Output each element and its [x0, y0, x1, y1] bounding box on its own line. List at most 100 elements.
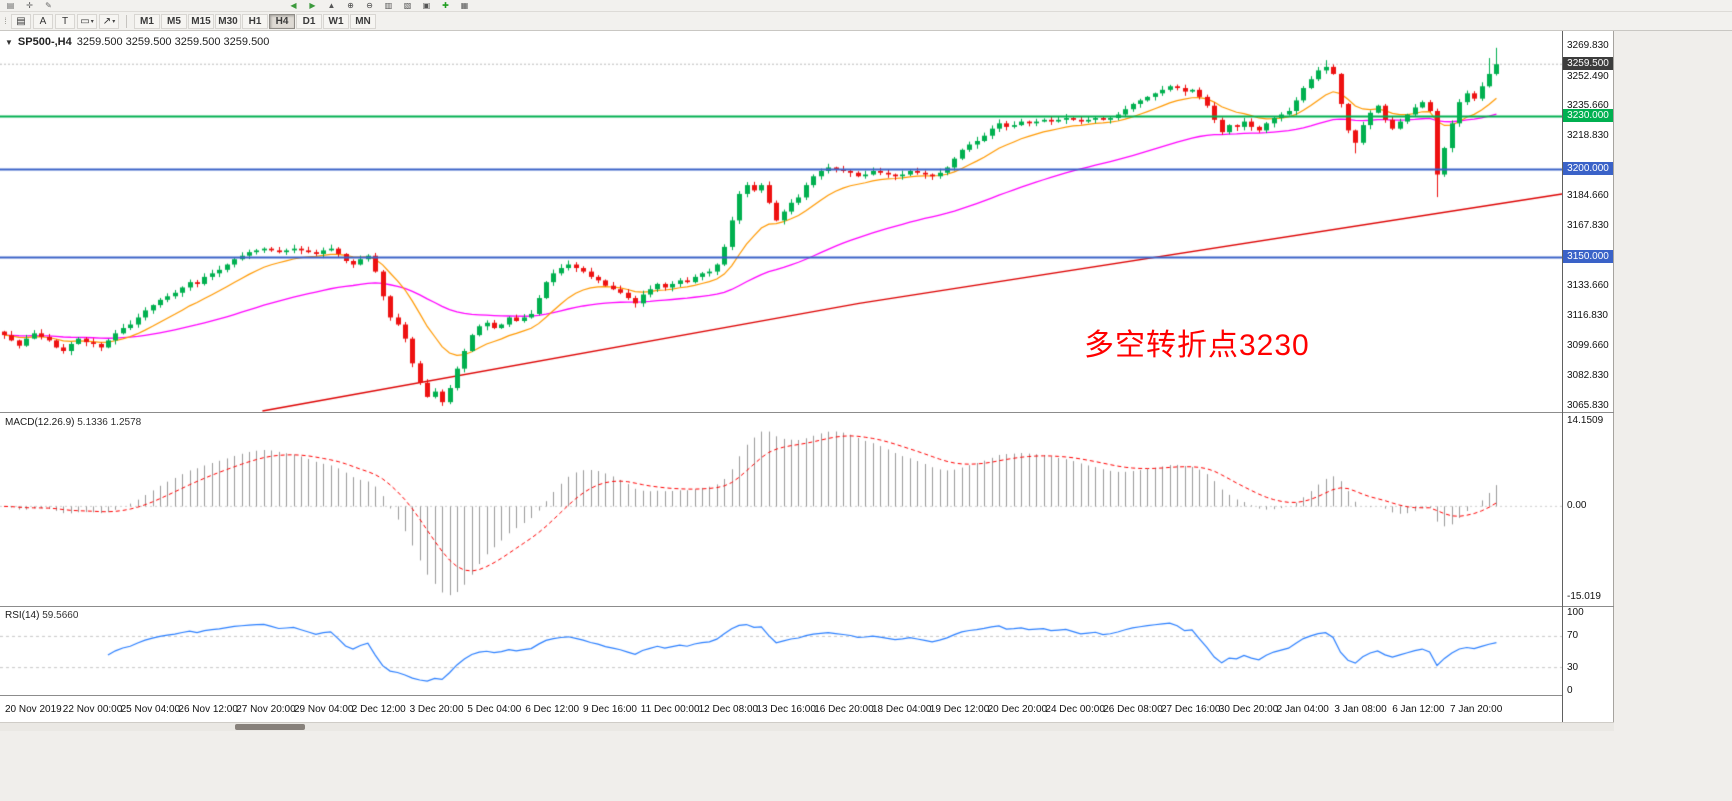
time-axis-label: 26 Nov 12:00 — [178, 704, 238, 715]
dropdown-caret-icon: ▾ — [112, 18, 116, 25]
time-axis-label: 20 Nov 2019 — [5, 704, 62, 715]
time-axis-label: 27 Dec 16:00 — [1161, 704, 1221, 715]
macd-label: MACD(12.26.9) 5.1336 1.2578 — [5, 417, 141, 428]
rsi-indicator-value: 59.5660 — [42, 610, 79, 621]
zoom-in-icon[interactable]: ⊕ — [347, 0, 354, 10]
new-chart-icon[interactable]: ▣ — [422, 0, 431, 10]
objects-list-icon[interactable]: ▤ — [11, 13, 31, 29]
time-axis-label: 22 Nov 00:00 — [62, 704, 123, 715]
hline-3150-badge: 3150.000 — [1563, 250, 1613, 264]
tf-button-D1[interactable]: D1 — [296, 13, 322, 29]
toolbar-top: ▤ ✛ ✎ ◀ ▶ ▲ ⊕ ⊖ ▥ ▧ ▣ ✚ ▦ — [0, 0, 1732, 12]
forward-arrow-icon[interactable]: ▶ — [309, 0, 316, 10]
chart-plot-area[interactable] — [0, 31, 1562, 695]
time-axis-label: 18 Dec 04:00 — [872, 704, 932, 715]
time-axis-label: 26 Dec 08:00 — [1103, 704, 1163, 715]
rsi-indicator-name: RSI(14) — [5, 610, 40, 621]
time-axis-label: 13 Dec 16:00 — [756, 704, 816, 715]
chart-annotation[interactable]: 多空转折点3230 — [1084, 329, 1310, 362]
price-axis-label: 3065.830 — [1567, 400, 1609, 411]
rsi-axis-label: 30 — [1567, 661, 1579, 673]
cascade-windows-icon[interactable]: ▧ — [403, 0, 412, 10]
scroll-to-end-icon[interactable]: ▲ — [327, 0, 336, 10]
rsi-axis-label: 100 — [1567, 607, 1584, 618]
price-axis-label: 3082.830 — [1567, 370, 1609, 381]
tf-button-M15[interactable]: M15 — [188, 13, 214, 29]
shapes-dropdown-glyph: ▭ — [80, 15, 90, 27]
axis-separator — [1562, 31, 1563, 722]
time-axis-label: 5 Dec 04:00 — [467, 704, 522, 715]
zoom-out-icon[interactable]: ⊖ — [366, 0, 373, 10]
tf-button-M5[interactable]: M5 — [161, 13, 187, 29]
time-axis-label: 7 Jan 20:00 — [1450, 704, 1503, 715]
price-axis-label: 3167.830 — [1567, 220, 1609, 231]
bid-price-badge: 3259.500 — [1563, 57, 1613, 71]
rsi-axis-label: 70 — [1567, 630, 1579, 642]
horizontal-scrollbar[interactable] — [0, 722, 1614, 731]
arrows-dropdown-glyph: ↗ — [102, 15, 112, 27]
toolbar-spacer — [60, 5, 282, 6]
insert-text-icon-glyph: A — [39, 15, 47, 27]
app-menu-icon[interactable]: ▤ — [6, 0, 15, 10]
price-axis-label: 3116.830 — [1567, 310, 1608, 321]
time-axis-label: 2 Jan 04:00 — [1276, 704, 1329, 715]
draw-icon[interactable]: ✎ — [45, 0, 52, 10]
ohlc-values: 3259.500 3259.500 3259.500 3259.500 — [76, 36, 270, 48]
time-axis-label: 6 Dec 12:00 — [525, 704, 580, 715]
tf-button-H1[interactable]: H1 — [242, 13, 268, 29]
objects-list-icon-glyph: ▤ — [16, 15, 26, 27]
macd-axis-label: 14.1509 — [1567, 415, 1604, 426]
text-label-icon[interactable]: T — [55, 13, 75, 29]
tf-button-MN[interactable]: MN — [350, 13, 376, 29]
shapes-dropdown[interactable]: ▭ ▾ — [77, 13, 97, 29]
macd-axis-label: 0.00 — [1567, 500, 1587, 512]
price-axis-label: 3269.830 — [1567, 40, 1609, 51]
time-axis-label: 3 Jan 08:00 — [1334, 704, 1387, 715]
time-axis-label: 16 Dec 20:00 — [814, 704, 874, 715]
arrows-dropdown[interactable]: ↗ ▾ — [99, 13, 119, 29]
time-axis-label: 12 Dec 08:00 — [698, 704, 759, 715]
macd-axis-label: -15.019 — [1567, 591, 1601, 602]
chart-header: ▼ SP500-,H4 3259.500 3259.500 3259.500 3… — [5, 36, 269, 48]
tf-button-M30[interactable]: M30 — [215, 13, 241, 29]
hline-3230-badge: 3230.000 — [1563, 109, 1613, 123]
timeframe-bar: M1 M5 M15 M30 H1 H4 D1 W1 MN — [134, 13, 376, 29]
tf-button-M1[interactable]: M1 — [134, 13, 160, 29]
text-label-icon-glyph: T — [61, 15, 69, 27]
panel-divider-rsi[interactable] — [0, 606, 1614, 607]
symbol-title: SP500-,H4 — [17, 36, 72, 48]
panel-divider-macd[interactable] — [0, 412, 1614, 413]
time-axis-label: 20 Dec 20:00 — [987, 704, 1048, 715]
rsi-label: RSI(14) 59.5660 — [5, 610, 78, 621]
insert-text-icon[interactable]: A — [33, 13, 53, 29]
crosshair-icon[interactable]: ✛ — [26, 0, 33, 10]
tf-button-H4[interactable]: H4 — [269, 13, 295, 29]
rsi-axis-label: 0 — [1567, 685, 1573, 696]
time-axis-label: 29 Nov 04:00 — [294, 704, 354, 715]
macd-indicator-name: MACD(12.26.9) — [5, 417, 75, 428]
time-axis-label: 9 Dec 16:00 — [583, 704, 637, 715]
back-arrow-icon[interactable]: ◀ — [290, 0, 297, 10]
tile-windows-icon[interactable]: ▥ — [384, 0, 393, 10]
time-axis-label: 25 Nov 04:00 — [120, 704, 181, 715]
chart-window: ▼ SP500-,H4 3259.500 3259.500 3259.500 3… — [0, 31, 1614, 731]
price-axis-label: 3133.660 — [1567, 280, 1609, 292]
time-axis-label: 27 Nov 20:00 — [236, 704, 296, 715]
time-axis-label: 2 Dec 12:00 — [351, 704, 406, 715]
symbol-dropdown-icon[interactable]: ▼ — [5, 37, 13, 47]
toolbar-drag-handle[interactable]: ⁞ — [4, 16, 7, 26]
scrollbar-thumb[interactable] — [235, 724, 305, 730]
time-axis-label: 11 Dec 00:00 — [640, 704, 700, 715]
templates-icon[interactable]: ▦ — [460, 0, 469, 10]
price-axis-label: 3184.660 — [1567, 190, 1609, 202]
toolbar-separator — [126, 14, 127, 28]
dropdown-caret-icon: ▾ — [90, 18, 94, 25]
add-indicator-icon[interactable]: ✚ — [442, 0, 449, 10]
price-axis-label: 3218.830 — [1567, 130, 1609, 141]
tf-button-W1[interactable]: W1 — [323, 13, 349, 29]
price-axis-label: 3235.660 — [1567, 100, 1609, 112]
toolbar-draw: ⁞ ▤ A T ▭ ▾ ↗ ▾ M1 M5 M15 M30 H1 H4 D1 W1 MN — [0, 12, 1732, 31]
time-axis-label: 3 Dec 20:00 — [409, 704, 464, 715]
time-axis-label: 30 Dec 20:00 — [1218, 704, 1279, 715]
macd-indicator-values: 5.1336 1.2578 — [77, 417, 142, 428]
